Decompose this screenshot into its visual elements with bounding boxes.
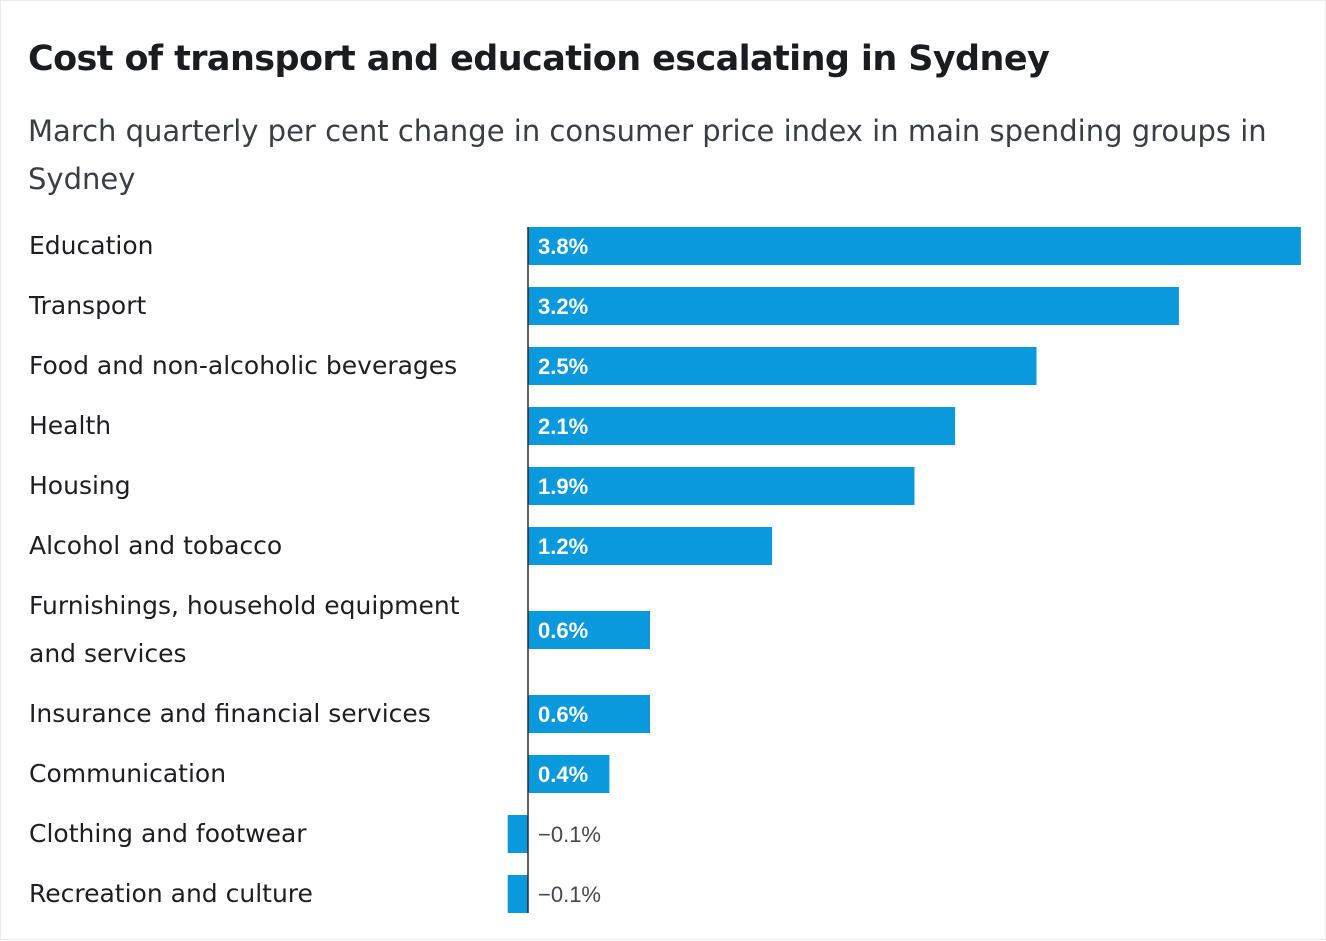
- category-label: Health: [29, 411, 112, 440]
- category-label: Food and non-alcoholic beverages: [29, 351, 458, 380]
- data-label: −0.1%: [538, 882, 601, 907]
- bar: [507, 815, 528, 853]
- bar: [528, 527, 773, 565]
- category-label: Insurance and financial services: [29, 699, 431, 728]
- bar: [528, 407, 956, 445]
- data-label: 0.6%: [538, 618, 588, 643]
- category-label: Recreation and culture: [29, 879, 313, 908]
- bar: [507, 875, 528, 913]
- data-label: 3.2%: [538, 294, 588, 319]
- bar: [528, 227, 1301, 265]
- bar: [528, 611, 650, 649]
- data-label: 1.9%: [538, 474, 588, 499]
- category-label: Housing: [29, 471, 131, 500]
- data-label: 1.2%: [538, 534, 588, 559]
- data-label: 2.1%: [538, 414, 588, 439]
- chart-subtitle: March quarterly per cent change in consu…: [28, 114, 1267, 196]
- category-label: Alcohol and tobacco: [29, 531, 283, 560]
- bar: [528, 695, 650, 733]
- bar: [528, 287, 1179, 325]
- bar: [528, 467, 915, 505]
- data-label: 3.8%: [538, 234, 588, 259]
- bar: [528, 755, 610, 793]
- data-label: −0.1%: [538, 822, 601, 847]
- category-label: Education: [29, 231, 154, 260]
- data-label: 0.4%: [538, 762, 588, 787]
- chart-title: Cost of transport and education escalati…: [28, 39, 1050, 79]
- data-label: 2.5%: [538, 354, 588, 379]
- category-label: Transport: [29, 291, 147, 320]
- category-label: Furnishings, household equipment and ser…: [29, 591, 460, 668]
- category-label: Communication: [29, 759, 227, 788]
- bar: [528, 347, 1037, 385]
- category-label: Clothing and footwear: [29, 819, 307, 848]
- data-label: 0.6%: [538, 702, 588, 727]
